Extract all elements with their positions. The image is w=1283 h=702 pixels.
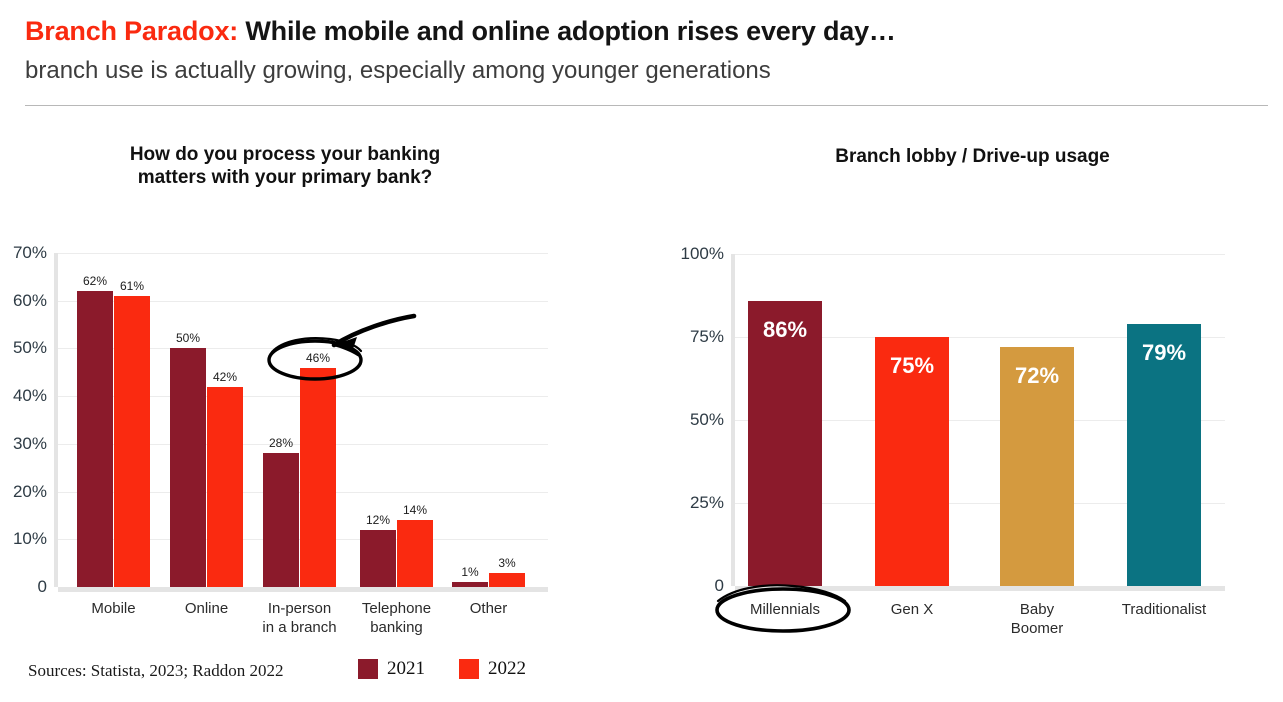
- left-chart-value-label: 62%: [82, 274, 108, 289]
- page-title-rest: While mobile and online adoption rises e…: [238, 16, 896, 46]
- right-chart-y-tick-label: 0: [714, 576, 724, 595]
- left-chart-value-label: 1%: [461, 565, 479, 580]
- left-chart-value-label: 61%: [119, 278, 145, 293]
- right-chart-category-label: Gen X: [890, 601, 934, 618]
- left-chart-bar: [397, 520, 433, 587]
- left-chart-value-label: 14%: [402, 503, 428, 518]
- left-chart-title: How do you process your banking matters …: [60, 143, 510, 189]
- header-divider: [25, 105, 1268, 106]
- right-chart-bar: [875, 337, 949, 586]
- left-chart-bar: [114, 295, 150, 587]
- right-chart-y-tick-label: 100%: [680, 244, 724, 263]
- page-title-accent: Branch Paradox:: [25, 16, 239, 46]
- right-chart-value-label: 72%: [1014, 363, 1060, 388]
- right-chart-gridline: [735, 337, 1225, 338]
- right-chart-category-label: Millennials: [749, 601, 821, 618]
- right-chart-bar: [1000, 347, 1074, 586]
- left-chart-bar: [489, 572, 525, 587]
- left-chart-value-label: 3%: [498, 555, 516, 570]
- right-chart-y-tick-label: 25%: [689, 493, 724, 512]
- left-chart-bar: [360, 529, 396, 587]
- right-chart-bar: [748, 300, 822, 586]
- left-chart-gridline: [58, 253, 548, 254]
- left-chart-category-label: In-person in a branch: [262, 600, 337, 637]
- left-chart-x-axis: [58, 587, 548, 592]
- right-chart-value-label: 86%: [762, 316, 808, 342]
- left-chart-bar: [263, 453, 299, 587]
- right-chart-bar: [1127, 323, 1201, 586]
- right-chart-gridline: [735, 420, 1225, 421]
- right-chart-value-label: 75%: [889, 353, 935, 378]
- left-chart-value-label: 28%: [268, 436, 294, 451]
- left-chart-value-label: 46%: [305, 350, 331, 365]
- left-chart-legend: 2021 2022: [358, 658, 526, 680]
- left-chart-bar: [452, 582, 488, 587]
- left-chart-category-label: Telephone banking: [361, 600, 432, 637]
- left-chart-category-label: Mobile: [91, 600, 136, 617]
- page-title: Branch Paradox: While mobile and online …: [25, 16, 896, 47]
- left-chart-y-tick-label: 30%: [12, 433, 47, 453]
- left-chart-category-label: Other: [469, 600, 508, 617]
- left-chart-value-label: 42%: [212, 369, 238, 384]
- right-chart-gridline: [735, 254, 1225, 255]
- left-chart-title-line2: matters with your primary bank?: [137, 167, 433, 189]
- source-note: Sources: Statista, 2023; Raddon 2022: [28, 661, 284, 680]
- left-chart-y-tick-label: 50%: [12, 338, 47, 358]
- page-subtitle: branch use is actually growing, especial…: [25, 57, 771, 84]
- right-chart-x-axis: [735, 586, 1225, 591]
- left-chart-y-axis: [54, 253, 58, 587]
- left-chart-bar: [77, 291, 113, 587]
- legend-swatch: [459, 659, 479, 679]
- legend-swatch: [358, 659, 378, 679]
- right-chart-gridline: [735, 503, 1225, 504]
- legend-item: 2022: [459, 658, 526, 680]
- right-chart-y-tick-label: 50%: [689, 410, 724, 429]
- legend-label: 2022: [488, 658, 526, 679]
- left-chart-y-tick-label: 60%: [12, 290, 47, 310]
- legend-label: 2021: [387, 658, 425, 679]
- right-chart-category-label: Traditionalist: [1121, 601, 1207, 618]
- right-chart-y-tick-label: 75%: [689, 327, 724, 346]
- left-chart-value-label: 50%: [175, 331, 201, 346]
- left-chart-y-tick-label: 0: [37, 577, 47, 596]
- left-chart-title-line1: How do you process your banking: [129, 144, 441, 165]
- left-chart-bar: [300, 367, 336, 587]
- left-chart-bar: [170, 348, 206, 587]
- right-chart-y-axis: [731, 254, 735, 586]
- right-chart-category-label: Baby Boomer: [1010, 601, 1064, 638]
- left-chart-y-tick-label: 40%: [12, 386, 47, 406]
- left-chart-y-tick-label: 70%: [12, 243, 47, 262]
- left-chart-category-label: Online: [184, 600, 229, 617]
- left-chart-y-tick-label: 20%: [12, 481, 47, 501]
- right-chart-value-label: 79%: [1141, 339, 1187, 365]
- right-chart-plot-area: 0 25% 50% 75% 100% 86% Millennials 75% Gen X 72% B…: [681, 244, 1225, 637]
- right-chart-title: Branch lobby / Drive-up usage: [835, 146, 1110, 167]
- left-chart-y-tick-label: 10%: [12, 529, 47, 549]
- left-chart-value-label: 12%: [365, 512, 391, 527]
- left-chart-bar: [207, 386, 243, 587]
- legend-item: 2021: [358, 658, 425, 680]
- left-chart-plot-area: 0 10% 20% 30% 40% 50% 60% 70% 62% 61% Mobile 50% 42%…: [13, 243, 548, 636]
- left-chart-gridline: [58, 300, 548, 302]
